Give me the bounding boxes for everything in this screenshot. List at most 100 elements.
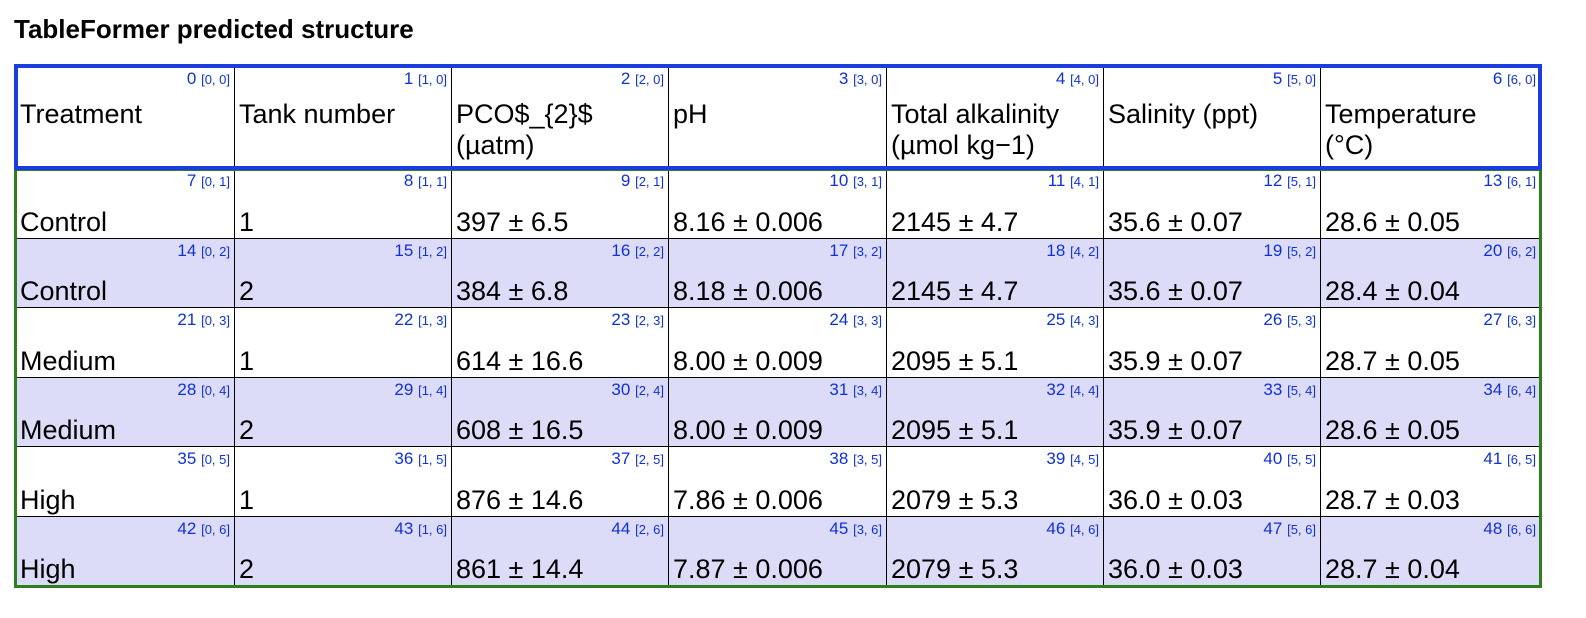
cell-number: 11 <box>1047 171 1066 190</box>
cell-number: 21 <box>177 310 197 329</box>
cell-text: 8.00 ± 0.009 <box>673 415 823 445</box>
cell-index: 45 [3, 6] <box>829 519 882 539</box>
cell-index: 17 [3, 2] <box>829 241 882 261</box>
body-cell: 32 [4, 4] 2095 ± 5.1 <box>886 376 1104 447</box>
cell-text: 8.18 ± 0.006 <box>673 276 823 306</box>
cell-index: 42 [0, 6] <box>177 519 230 539</box>
cell-text: Medium <box>20 345 117 376</box>
body-cell: 44 [2, 6] 861 ± 14.4 <box>451 515 669 586</box>
cell-text: 28.7 ± 0.03 <box>1325 484 1460 515</box>
cell-coords: [6, 1] <box>1507 174 1536 189</box>
cell-coords: [2, 1] <box>635 174 664 189</box>
body-cell: 34 [6, 4] 28.6 ± 0.05 <box>1320 376 1541 447</box>
header-cell: 1 [1, 0] Tank number <box>234 66 452 169</box>
cell-coords: [1, 1] <box>418 174 447 189</box>
cell-index: 9 [2, 1] <box>621 171 664 191</box>
cell-text: 2079 ± 5.3 <box>891 484 1019 515</box>
cell-coords: [5, 2] <box>1287 243 1316 259</box>
cell-text: 614 ± 16.6 <box>456 345 584 376</box>
cell-number: 44 <box>611 518 631 538</box>
header-line: Temperature <box>1325 99 1477 129</box>
cell-coords: [2, 4] <box>635 382 664 398</box>
cell-number: 5 <box>1272 69 1283 88</box>
cell-index: 0 [0, 0] <box>187 69 230 89</box>
cell-number: 19 <box>1263 240 1283 260</box>
cell-coords: [5, 6] <box>1287 521 1316 537</box>
cell-text: 2095 ± 5.1 <box>891 415 1019 445</box>
cell-index: 7 [0, 1] <box>187 171 230 191</box>
cell-index: 36 [1, 5] <box>394 449 447 469</box>
header-text: pH <box>673 99 708 130</box>
cell-index: 26 [5, 3] <box>1263 310 1316 330</box>
cell-text: 7.86 ± 0.006 <box>673 484 823 515</box>
cell-coords: [3, 0] <box>853 72 882 87</box>
cell-number: 45 <box>829 518 849 538</box>
cell-index: 38 [3, 5] <box>829 449 882 469</box>
cell-text: 2095 ± 5.1 <box>891 345 1019 376</box>
cell-index: 29 [1, 4] <box>394 380 447 400</box>
cell-index: 44 [2, 6] <box>611 519 664 539</box>
cell-index: 15 [1, 2] <box>394 241 447 261</box>
cell-coords: [4, 4] <box>1070 382 1099 398</box>
cell-index: 10 [3, 1] <box>829 171 882 191</box>
cell-number: 4 <box>1055 69 1066 88</box>
cell-number: 15 <box>394 240 414 260</box>
body-cell: 41 [6, 5] 28.7 ± 0.03 <box>1320 446 1541 517</box>
cell-index: 11 [4, 1] <box>1048 171 1099 191</box>
body-cell: 7 [0, 1] Control <box>15 168 235 239</box>
cell-index: 5 [5, 0] <box>1273 69 1316 89</box>
header-cell: 5 [5, 0] Salinity (ppt) <box>1103 66 1321 169</box>
cell-number: 2 <box>620 69 631 88</box>
cell-coords: [4, 2] <box>1070 243 1099 259</box>
cell-number: 38 <box>829 449 849 468</box>
cell-number: 41 <box>1483 449 1503 468</box>
cell-number: 3 <box>838 69 849 88</box>
body-cell: 22 [1, 3] 1 <box>234 307 452 378</box>
cell-coords: [3, 6] <box>853 521 882 537</box>
cell-index: 6 [6, 0] <box>1493 69 1536 89</box>
body-cell: 27 [6, 3] 28.7 ± 0.05 <box>1320 307 1541 378</box>
cell-coords: [6, 5] <box>1507 452 1536 467</box>
body-cell: 11 [4, 1] 2145 ± 4.7 <box>886 168 1104 239</box>
cell-number: 27 <box>1483 310 1503 329</box>
cell-number: 37 <box>611 449 631 468</box>
cell-number: 18 <box>1046 240 1066 260</box>
cell-text: 2 <box>239 276 255 306</box>
cell-text: 1 <box>239 345 255 376</box>
cell-coords: [0, 0] <box>201 72 230 87</box>
cell-index: 16 [2, 2] <box>611 241 664 261</box>
cell-coords: [6, 2] <box>1507 243 1536 259</box>
cell-text: 7.87 ± 0.006 <box>673 554 823 584</box>
cell-text: 35.9 ± 0.07 <box>1108 345 1243 376</box>
cell-coords: [1, 0] <box>418 72 447 87</box>
body-cell: 42 [0, 6] High <box>15 515 235 586</box>
cell-text: 28.6 ± 0.05 <box>1325 415 1460 445</box>
header-text: Salinity (ppt) <box>1108 99 1258 130</box>
cell-coords: [4, 5] <box>1070 452 1099 467</box>
cell-text: 2 <box>239 554 255 584</box>
cell-number: 30 <box>611 379 631 399</box>
body-cell: 23 [2, 3] 614 ± 16.6 <box>451 307 669 378</box>
header-cell: 0 [0, 0] Treatment <box>15 66 235 169</box>
cell-index: 25 [4, 3] <box>1046 310 1099 330</box>
body-cell: 14 [0, 2] Control <box>15 237 235 308</box>
cell-coords: [0, 4] <box>201 382 230 398</box>
cell-coords: [2, 3] <box>635 313 664 328</box>
cell-number: 20 <box>1483 240 1503 260</box>
cell-coords: [5, 5] <box>1287 452 1316 467</box>
cell-coords: [5, 1] <box>1287 174 1316 189</box>
cell-text: 876 ± 14.6 <box>456 484 584 515</box>
cell-index: 40 [5, 5] <box>1263 449 1316 469</box>
cell-number: 31 <box>829 379 849 399</box>
body-cell: 40 [5, 5] 36.0 ± 0.03 <box>1103 446 1321 517</box>
body-cell: 48 [6, 6] 28.7 ± 0.04 <box>1320 515 1541 586</box>
cell-number: 8 <box>403 171 414 190</box>
cell-index: 34 [6, 4] <box>1483 380 1536 400</box>
cell-coords: [2, 2] <box>635 243 664 259</box>
cell-coords: [6, 6] <box>1507 521 1536 537</box>
cell-index: 48 [6, 6] <box>1483 519 1536 539</box>
cell-index: 20 [6, 2] <box>1483 241 1536 261</box>
cell-index: 3 [3, 0] <box>839 69 882 89</box>
cell-index: 23 [2, 3] <box>611 310 664 330</box>
